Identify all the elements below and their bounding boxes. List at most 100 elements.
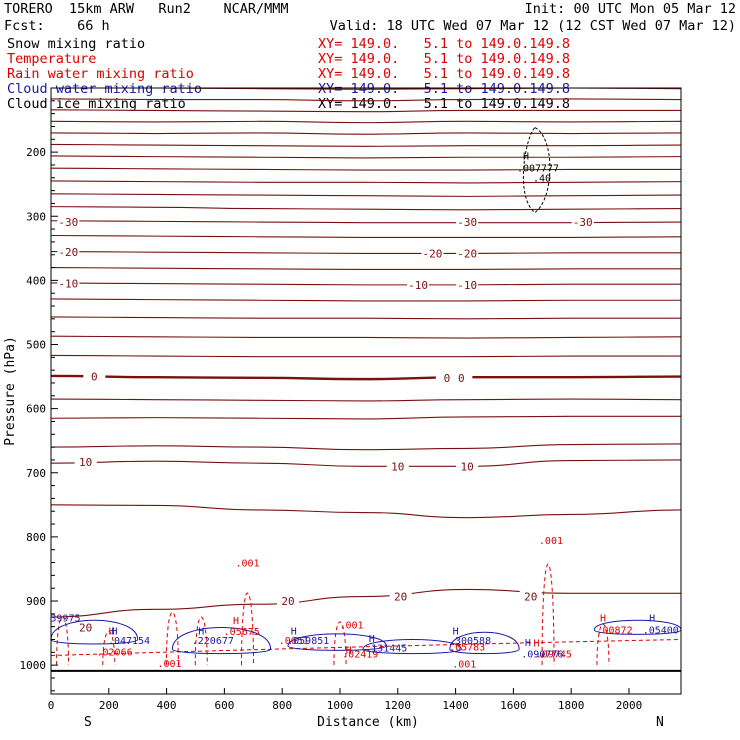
temperature-label-bg	[456, 278, 479, 290]
temperature-contour-label: 20	[524, 591, 537, 604]
temperature-contour-12	[50, 234, 682, 238]
legend-snow-label: Snow mixing ratio	[7, 36, 146, 52]
rain-water-label: H	[346, 646, 352, 657]
cloud-water-label: H	[198, 626, 204, 637]
cloud-water-label: H	[525, 638, 531, 649]
cloud-water-label: H	[291, 626, 297, 637]
rain-water-label: .001	[157, 659, 181, 670]
temperature-contour-label: -10	[58, 278, 78, 291]
temperature-label-bg	[57, 216, 80, 228]
header-fcst: Fcst: 66 h	[4, 18, 110, 34]
rain-water-contour	[241, 592, 255, 666]
cloud-ice-contour-label: .40	[533, 174, 551, 185]
y-tick-label: 500	[26, 339, 46, 352]
rain-water-contour	[333, 621, 347, 666]
temperature-contour-label: 0	[91, 371, 98, 384]
cloud-water-contour	[287, 633, 387, 651]
x-tick-label: 400	[157, 699, 177, 712]
rain-water-label: .02066	[97, 648, 133, 659]
legend-snow-xy: XY= 149.0. 5.1 to 149.0.149.8	[318, 36, 570, 52]
cloud-water-label: .220677	[192, 636, 234, 647]
temperature-label-bg	[456, 216, 479, 228]
temperature-contour-label: -30	[58, 216, 78, 229]
temperature-contour-21	[50, 398, 682, 402]
x-tick-label: 1600	[500, 699, 527, 712]
temperature-contour-9	[50, 193, 682, 197]
y-axis-label: Pressure (hPa)	[3, 336, 18, 446]
temperature-contour-label: -20	[423, 247, 443, 260]
temperature-contour-26	[50, 588, 681, 618]
x-tick-label: 200	[99, 699, 119, 712]
temperature-contour-label: 0	[458, 372, 465, 385]
temperature-contour-label: 20	[79, 621, 92, 634]
y-tick-label: 800	[26, 531, 46, 544]
cloud-ice-max-value: .007777	[517, 164, 559, 175]
cloud-water-label: .300588	[449, 636, 491, 647]
temperature-contour-label: -20	[58, 246, 78, 259]
legend-cloud-water-label: Cloud water mixing ratio	[7, 81, 203, 97]
x-tick-label: 1400	[442, 699, 469, 712]
rain-water-label: H	[533, 639, 539, 650]
y-tick-label: 1000	[20, 659, 47, 672]
cloud-water-label: H	[649, 614, 655, 625]
temperature-contour-label: 20	[394, 591, 407, 604]
rain-water-label: .001	[539, 536, 563, 547]
rain-water-contour	[50, 638, 682, 657]
temperature-contour-7	[50, 167, 681, 171]
rain-water-contour	[165, 612, 179, 666]
cloud-water-label: 39975	[50, 614, 80, 625]
rain-water-label: .00872	[596, 626, 632, 637]
temperature-contour-label: -10	[408, 279, 428, 292]
y-tick-label: 600	[26, 403, 46, 416]
cloud-water-contour	[449, 631, 520, 655]
rain-water-label: .09745	[536, 649, 572, 660]
header-valid: Valid: 18 UTC Wed 07 Mar 12 (12 CST Wed …	[329, 18, 736, 34]
rain-water-label: .02419	[342, 649, 378, 660]
temperature-contour-10	[50, 206, 682, 211]
header-model: TORERO 15km ARW Run2 NCAR/MMM	[4, 1, 289, 17]
cloud-water-label: .131445	[365, 644, 407, 655]
temperature-contour-label: -20	[457, 247, 477, 260]
temperature-contour-label: -30	[457, 216, 477, 229]
header-init: Init: 00 UTC Mon 05 Mar 12	[524, 1, 736, 17]
temperature-contour-13	[50, 250, 681, 254]
cloud-water-label: H	[112, 626, 118, 637]
temperature-contour-25	[50, 504, 682, 519]
temperature-contour-14	[50, 267, 681, 271]
temperature-contour-label: 20	[281, 595, 294, 608]
cloud-water-contour	[362, 638, 462, 655]
temperature-label-bg	[74, 621, 97, 633]
temperature-label-bg	[83, 370, 106, 382]
rain-water-label: .001	[452, 660, 476, 671]
temperature-contour-18	[50, 335, 682, 339]
temperature-contour-8	[50, 180, 682, 184]
temperature-label-bg	[389, 590, 412, 602]
y-tick-label: 900	[26, 595, 46, 608]
y-tick-label: 200	[26, 146, 46, 159]
temperature-label-bg	[421, 247, 444, 259]
cloud-water-label: .047154	[108, 636, 150, 647]
temperature-label-bg	[74, 455, 97, 467]
y-tick-label: 700	[26, 467, 46, 480]
x-tick-label: 1800	[558, 699, 585, 712]
temperature-contour-17	[50, 316, 681, 320]
x-tick-label: 2000	[616, 699, 643, 712]
temperature-contour-22	[50, 415, 681, 420]
temperature-label-bg	[57, 277, 80, 289]
temperature-contour-19	[50, 354, 681, 358]
legend-temperature-label: Temperature	[7, 51, 97, 67]
rain-water-label: .001	[235, 558, 259, 569]
temperature-contour-1	[50, 98, 682, 102]
temperature-contour-label: -10	[457, 279, 477, 292]
temperature-label-bg	[57, 246, 80, 258]
legend-rain-label: Rain water mixing ratio	[7, 66, 194, 82]
rain-water-contour	[194, 616, 208, 666]
temperature-contour-4	[50, 132, 682, 135]
rain-water-label: H	[233, 616, 239, 627]
cloud-water-contour	[50, 619, 139, 645]
rain-water-label: .05675	[224, 627, 260, 638]
temperature-contour-2	[50, 109, 681, 113]
rain-water-label: .05783	[449, 642, 485, 653]
x-end-label-south: S	[84, 715, 92, 730]
